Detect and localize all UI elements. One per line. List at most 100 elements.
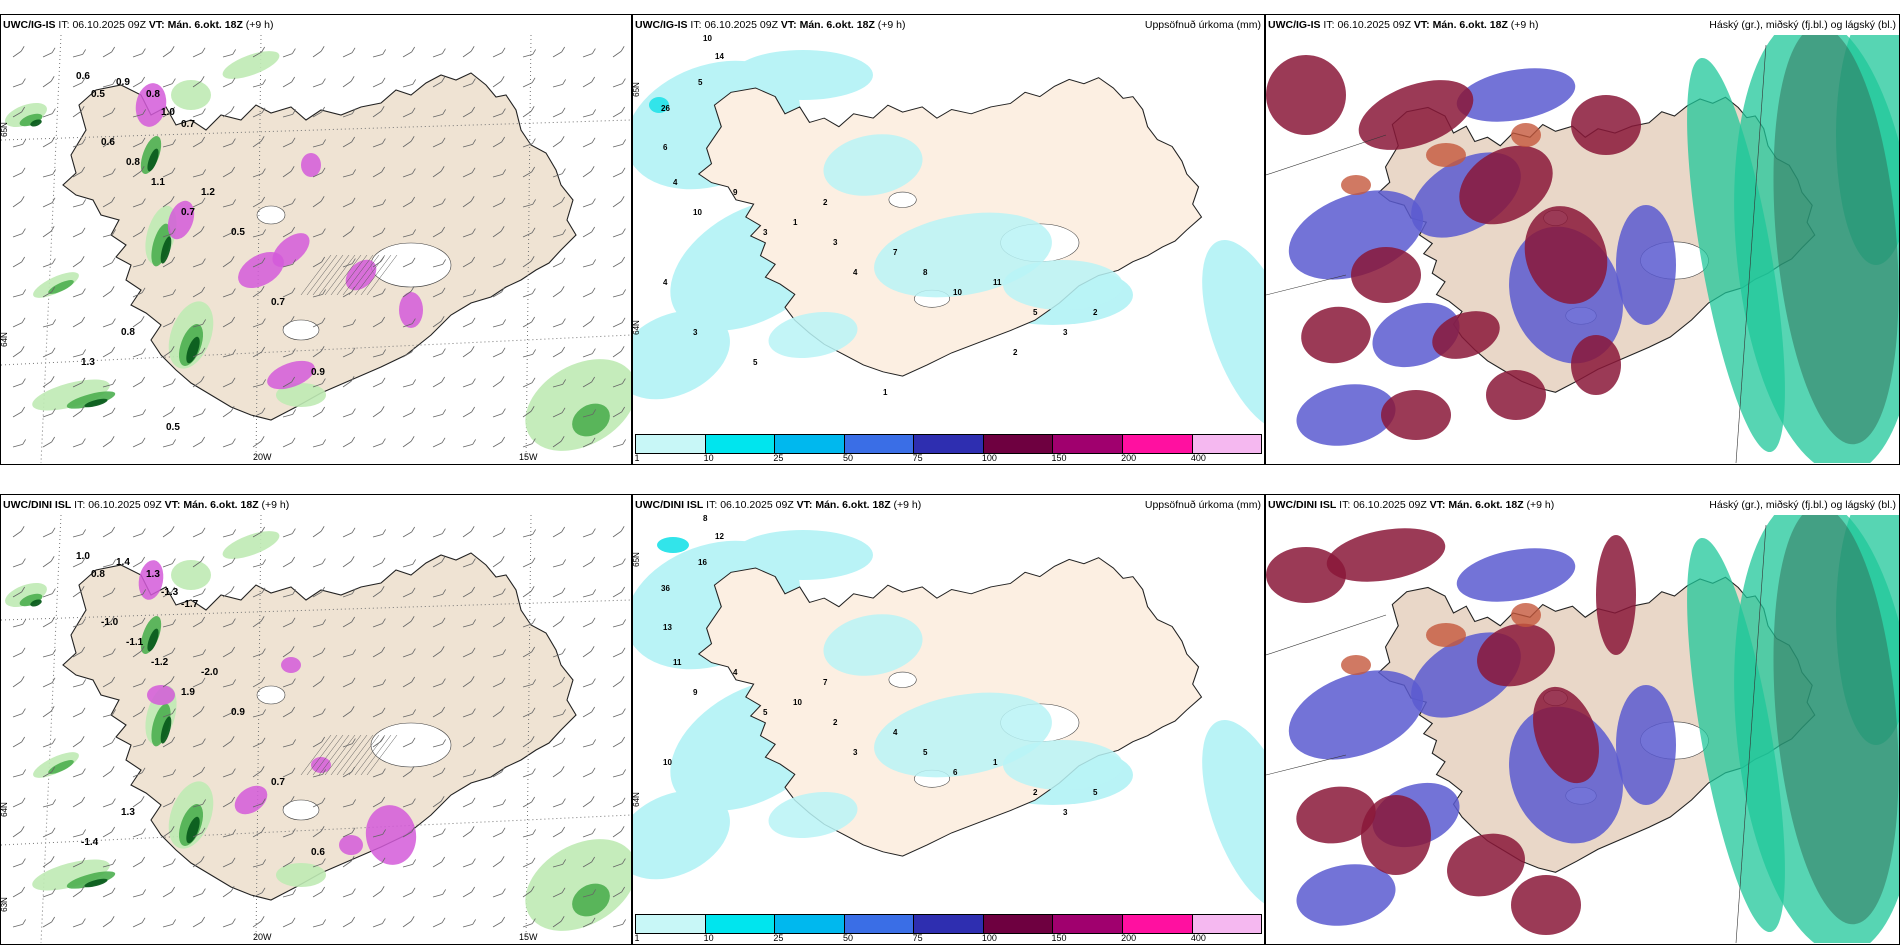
wind-barb-flag [561, 526, 566, 533]
hatch-line [318, 734, 350, 776]
lat-label-64n: 64N [0, 332, 9, 347]
wind-barb [552, 770, 562, 778]
wind-barb [552, 201, 562, 208]
precip-label-value: 10 [953, 288, 962, 297]
wind-barb-flag [80, 736, 85, 742]
cloud-low-area [1351, 247, 1421, 303]
wind-barb-flag [142, 678, 146, 684]
wind-barb-flag [380, 106, 385, 112]
wind-barb-flag [352, 738, 356, 744]
wind-barb [312, 111, 322, 118]
wind-barb [552, 620, 562, 628]
wind-barb-flag [531, 557, 536, 563]
wind-barb-flag [111, 587, 116, 593]
wind-barb-flag [381, 316, 386, 323]
wind-barb-flag [351, 197, 356, 203]
lon-label-20w: 20W [253, 452, 272, 462]
wind-barb-flag [200, 706, 205, 712]
wind-barb-flag [500, 706, 505, 712]
wind-barb-flag [560, 136, 565, 142]
wind-barb [462, 713, 473, 718]
legend-swatch [914, 435, 984, 453]
wind-barb-flag [621, 317, 626, 323]
wind-barb-flag [560, 766, 565, 772]
wind-barb-flag [200, 226, 205, 232]
wind-barb-flag [261, 107, 266, 113]
wind-barb [312, 802, 323, 808]
panel-header: UWC/IG-IS IT: 06.10.2025 09Z VT: Mán. 6.… [1, 15, 631, 35]
wind-barb [222, 890, 232, 898]
hatch-line [330, 734, 362, 776]
wind-barb [282, 381, 292, 388]
wind-barb [192, 441, 202, 448]
wind-barb [12, 111, 22, 118]
wind-barb-flag [21, 167, 26, 173]
wind-barb-flag [141, 767, 146, 773]
wind-barb [312, 680, 322, 688]
precip-label-value: 3 [853, 748, 858, 757]
wind-barb [402, 412, 413, 418]
precip-label-value: 5 [923, 748, 928, 757]
wind-label-value: 0.8 [91, 569, 105, 580]
wind-barb [492, 80, 502, 88]
magenta-convective-area [281, 657, 301, 673]
wind-barb [522, 923, 533, 928]
wind-barb-flag [322, 78, 326, 84]
wind-barb [342, 682, 353, 688]
wind-barb [192, 621, 202, 628]
wind-barb-flag [561, 107, 566, 113]
wind-barb-flag [562, 559, 567, 565]
hatch-line [324, 734, 356, 776]
wind-barb [252, 892, 263, 898]
wind-barb [522, 740, 532, 748]
wind-barb-flag [22, 78, 26, 84]
precip-label-value: 6 [663, 143, 668, 152]
wind-barb [222, 232, 233, 238]
wind-barb [12, 233, 23, 238]
wind-barb [162, 802, 173, 808]
wind-barb [582, 861, 592, 868]
wind-label-value: 1.4 [116, 557, 130, 568]
wind-barb-flag [352, 169, 357, 175]
wind-barb-flag [52, 108, 56, 114]
wind-barb-flag [322, 558, 326, 564]
wind-barb [312, 50, 322, 58]
wind-barb [492, 621, 502, 628]
precip-label-value: 1 [793, 218, 798, 227]
wind-barb [252, 620, 262, 628]
lead-time: (+9 h) [877, 19, 906, 31]
wind-barb [282, 231, 292, 238]
legend-tick: 75 [912, 453, 923, 463]
wind-barb-flag [352, 888, 356, 894]
wind-barb [492, 380, 502, 388]
wind-barb-flag [80, 406, 85, 412]
hatch-line [366, 734, 398, 776]
wind-barb [282, 561, 292, 568]
wind-barb [432, 772, 443, 778]
wind-barb [582, 320, 592, 328]
wind-barb-flag [532, 768, 536, 774]
wind-barb-flag [410, 766, 415, 772]
wind-barb [462, 774, 473, 778]
wind-barb-flag [21, 886, 26, 893]
wind-barb-flag [412, 168, 416, 174]
wind-barb [522, 382, 533, 388]
wind-barb [582, 622, 593, 628]
cloud-low-area [1266, 547, 1346, 603]
wind-barb [162, 891, 172, 898]
wind-barb-flag [440, 796, 445, 802]
wind-barb [12, 830, 22, 838]
green-mid-area [66, 871, 116, 889]
wind-barb-flag [111, 257, 116, 263]
wind-barb [192, 743, 203, 748]
wind-barb-flag [291, 287, 296, 293]
wind-barb [102, 290, 112, 298]
wind-barb-flag [381, 646, 386, 653]
wind-barb [102, 531, 112, 538]
wind-barb-flag [592, 48, 596, 54]
wind-barb [492, 893, 503, 898]
wind-barb [372, 890, 382, 898]
wind-barb-flag [322, 378, 326, 384]
wind-barb-flag [591, 917, 596, 923]
